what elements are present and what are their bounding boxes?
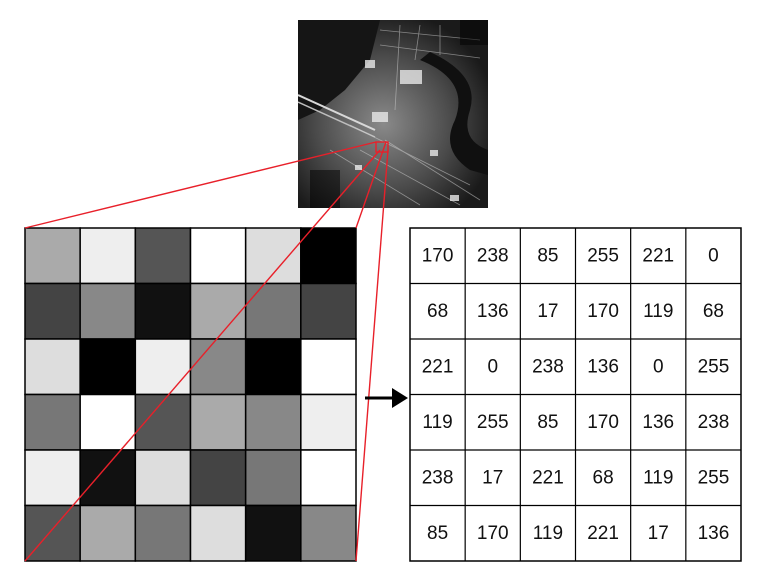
- zoom-lines: [24, 141, 389, 562]
- table-cell-value: 119: [643, 301, 673, 322]
- pixel-cell: [134, 504, 192, 562]
- pixel-cell: [24, 393, 81, 451]
- table-cell-value: 221: [587, 523, 619, 544]
- pixel-cell: [244, 504, 302, 562]
- table-cell-value: 119: [643, 467, 673, 488]
- pixel-cell: [79, 282, 137, 340]
- table-cell-value: 85: [537, 412, 558, 433]
- table-cell-value: 68: [427, 301, 448, 322]
- table-cell-value: 170: [587, 301, 619, 322]
- pixel-cell: [79, 449, 137, 507]
- zoom-line-bottom-right: [355, 149, 389, 562]
- pixel-cell: [134, 393, 192, 451]
- table-cell-value: 255: [698, 356, 730, 377]
- pixel-cell: [189, 449, 247, 507]
- satellite-photo: [298, 20, 488, 208]
- pixel-cell: [79, 227, 137, 285]
- table-cell-value: 221: [532, 467, 564, 488]
- table-cell-value: 238: [422, 467, 454, 488]
- table-cell-value: 0: [487, 356, 498, 377]
- pixel-cell: [244, 338, 302, 396]
- pixel-cell: [24, 282, 81, 340]
- table-cell-value: 238: [532, 356, 564, 377]
- pixel-cell: [134, 227, 192, 285]
- pixel-cell: [79, 393, 137, 451]
- right-arrow-icon: [365, 388, 408, 408]
- pixel-cell: [244, 449, 302, 507]
- table-cell-value: 221: [642, 245, 674, 266]
- table-cell-value: 136: [477, 301, 509, 322]
- table-cell-value: 85: [427, 523, 448, 544]
- pixel-cell: [300, 282, 357, 340]
- zoom-line-top-left: [24, 141, 377, 229]
- table-cell-value: 238: [698, 412, 730, 433]
- pixel-cell: [24, 449, 81, 507]
- table-cell-value: 255: [698, 467, 730, 488]
- table-cell-value: 0: [708, 245, 719, 266]
- table-cell-value: 255: [587, 245, 619, 266]
- table-cell-value: 221: [422, 356, 454, 377]
- table-cell-value: 68: [593, 467, 614, 488]
- pixel-cell: [134, 282, 192, 340]
- pixel-cell: [300, 449, 357, 507]
- table-cell-value: 255: [477, 412, 509, 433]
- pixel-cell: [24, 227, 81, 285]
- pixel-cell: [189, 504, 247, 562]
- table-cell-value: 136: [698, 523, 730, 544]
- zoom-source-box: [375, 141, 389, 153]
- pixel-cell: [189, 393, 247, 451]
- pixel-cell: [300, 393, 357, 451]
- table-cell-value: 238: [477, 245, 509, 266]
- pixel-cell: [300, 338, 357, 396]
- zoom-line-top-right: [355, 141, 387, 229]
- table-cell-value: 136: [642, 412, 674, 433]
- pixel-cell: [244, 282, 302, 340]
- table-cell-value: 17: [482, 467, 503, 488]
- pixel-cell: [24, 338, 81, 396]
- pixel-cell: [300, 504, 357, 562]
- pixel-cell: [300, 227, 357, 285]
- pixel-cell: [189, 227, 247, 285]
- pixel-cell: [79, 504, 137, 562]
- table-cell-value: 136: [587, 356, 619, 377]
- pixel-cell: [244, 393, 302, 451]
- pixel-cell: [244, 227, 302, 285]
- pixel-cell: [79, 338, 137, 396]
- table-cell-value: 170: [587, 412, 619, 433]
- table-cell-value: 0: [653, 356, 664, 377]
- pixel-cell: [134, 338, 192, 396]
- table-cell-value: 170: [422, 245, 454, 266]
- pixel-cell: [189, 282, 247, 340]
- pixel-grid: [24, 227, 357, 562]
- table-cell-value: 68: [703, 301, 724, 322]
- zoom-line-bottom-left: [24, 149, 381, 562]
- table-cell-value: 119: [422, 412, 452, 433]
- pixel-cell: [24, 504, 81, 562]
- pixel-cell: [189, 338, 247, 396]
- table-cell-value: 17: [537, 301, 558, 322]
- table-cell-value: 17: [648, 523, 669, 544]
- table-cell-value: 119: [533, 523, 563, 544]
- table-cell-value: 170: [477, 523, 509, 544]
- pixel-cell: [134, 449, 192, 507]
- table-cell-value: 85: [537, 245, 558, 266]
